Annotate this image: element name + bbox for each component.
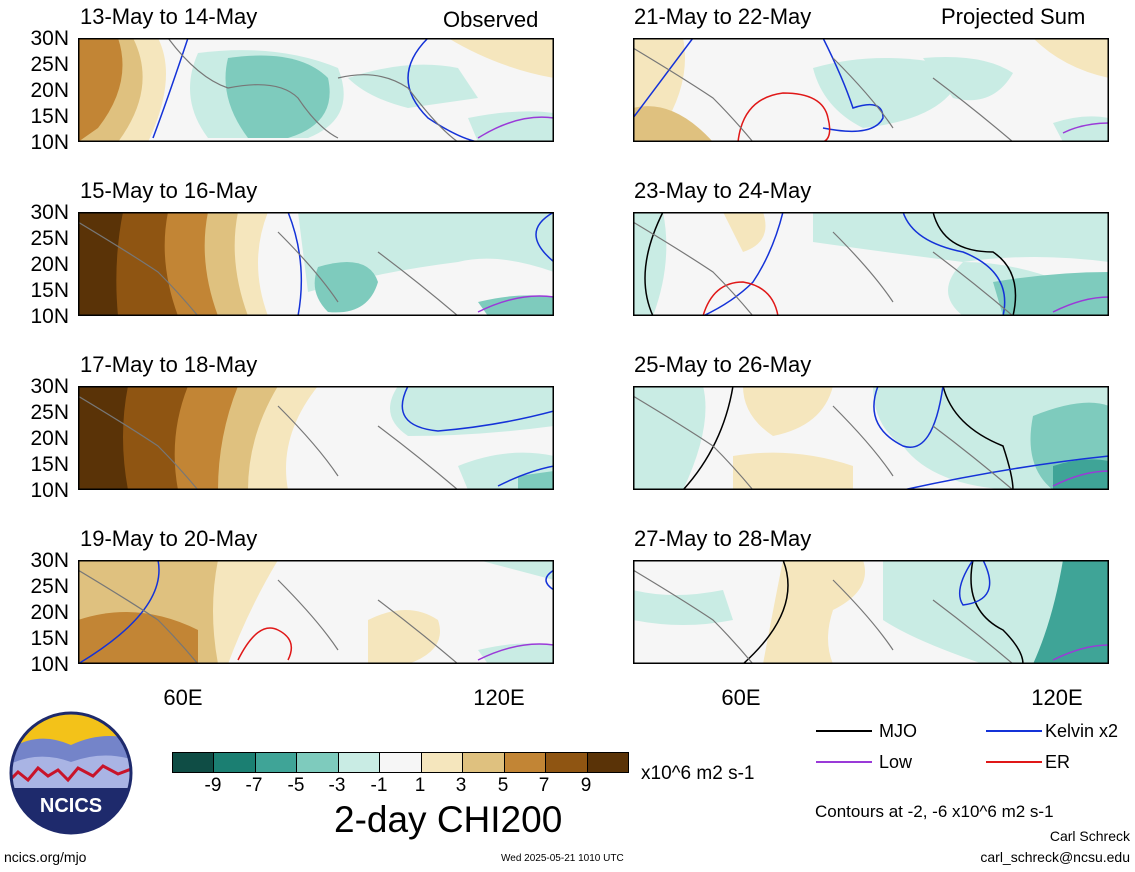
lat-label: 30N bbox=[30, 201, 69, 224]
panel-title-r3: 25-May to 26-May bbox=[634, 352, 812, 377]
lon-label: 120E bbox=[1031, 685, 1083, 710]
colorbar-title: 2-day CHI200 bbox=[334, 799, 563, 840]
colorbar-swatch bbox=[255, 753, 298, 772]
panel-title-l3: 17-May to 18-May bbox=[80, 352, 258, 377]
colorbar-tick: -5 bbox=[287, 775, 305, 796]
colorbar-swatch bbox=[214, 753, 256, 772]
map-panel-l2 bbox=[78, 212, 554, 316]
colorbar-swatch bbox=[173, 753, 215, 772]
colorbar-swatch bbox=[587, 753, 628, 772]
lat-label: 25N bbox=[30, 575, 69, 598]
author: Carl Schreck bbox=[1049, 828, 1130, 844]
lat-label: 15N bbox=[30, 279, 69, 302]
map-panel-l4 bbox=[78, 560, 554, 664]
panel-title-l4: 19-May to 20-May bbox=[80, 526, 258, 551]
colorbar bbox=[172, 752, 629, 773]
lat-label: 30N bbox=[30, 549, 69, 572]
colorbar-swatch bbox=[463, 753, 505, 772]
legend-label-kelvin: Kelvin x2 bbox=[1045, 721, 1119, 741]
legend-label-mjo: MJO bbox=[879, 721, 917, 741]
colorbar-tick: 9 bbox=[580, 775, 592, 796]
observed-label: Observed bbox=[443, 7, 539, 32]
panel-title-l2: 15-May to 16-May bbox=[80, 178, 258, 203]
colorbar-tick: 7 bbox=[538, 775, 550, 796]
map-panel-r1 bbox=[633, 38, 1109, 142]
legend-line-er bbox=[986, 761, 1042, 763]
projected-sum-label: Projected Sum bbox=[941, 4, 1086, 29]
lat-label: 25N bbox=[30, 227, 69, 250]
colorbar-swatch bbox=[546, 753, 588, 772]
panel-title-r4: 27-May to 28-May bbox=[634, 526, 812, 551]
lat-label: 10N bbox=[30, 305, 69, 328]
colorbar-tick: 5 bbox=[497, 775, 509, 796]
map-panel-r4 bbox=[633, 560, 1109, 664]
map-panel-l3 bbox=[78, 386, 554, 490]
colorbar-swatch bbox=[421, 753, 464, 772]
legend-line-mjo bbox=[816, 730, 872, 732]
colorbar-tick: -1 bbox=[370, 775, 388, 796]
legend-label-er: ER bbox=[1045, 752, 1071, 772]
colorbar-swatch bbox=[297, 753, 339, 772]
map-panel-r2 bbox=[633, 212, 1109, 316]
lat-label: 10N bbox=[30, 479, 69, 502]
legend-line-kelvin bbox=[986, 730, 1042, 732]
colorbar-swatch bbox=[380, 753, 422, 772]
panel-title-r1: 21-May to 22-May bbox=[634, 4, 812, 29]
lat-label: 25N bbox=[30, 401, 69, 424]
author-email: carl_schreck@ncsu.edu bbox=[980, 849, 1130, 865]
lon-label: 60E bbox=[163, 685, 203, 710]
lat-label: 20N bbox=[30, 253, 69, 276]
lat-label: 15N bbox=[30, 627, 69, 650]
lat-label: 20N bbox=[30, 79, 69, 102]
timestamp: Wed 2025-05-21 1010 UTC bbox=[501, 853, 624, 864]
lat-label: 10N bbox=[30, 131, 69, 154]
legend-line-low bbox=[816, 761, 872, 763]
lat-label: 10N bbox=[30, 653, 69, 676]
lon-label: 60E bbox=[721, 685, 761, 710]
colorbar-swatch bbox=[504, 753, 547, 772]
map-panel-l1 bbox=[78, 38, 554, 142]
map-panel-r3 bbox=[633, 386, 1109, 490]
lat-label: 15N bbox=[30, 453, 69, 476]
lat-label: 20N bbox=[30, 601, 69, 624]
colorbar-tick: -3 bbox=[328, 775, 346, 796]
lat-label: 30N bbox=[30, 375, 69, 398]
lat-label: 25N bbox=[30, 53, 69, 76]
lat-label: 30N bbox=[30, 27, 69, 50]
colorbar-swatch bbox=[338, 753, 381, 772]
colorbar-tick: 3 bbox=[455, 775, 467, 796]
colorbar-tick: 1 bbox=[414, 775, 426, 796]
ncics-logo: NCICS bbox=[9, 711, 133, 835]
panel-title-r2: 23-May to 24-May bbox=[634, 178, 812, 203]
lat-label: 15N bbox=[30, 105, 69, 128]
panel-title-l1: 13-May to 14-May bbox=[80, 4, 258, 29]
colorbar-tick: -9 bbox=[204, 775, 222, 796]
contours-note: Contours at -2, -6 x10^6 m2 s-1 bbox=[815, 802, 1054, 821]
logo-text: NCICS bbox=[40, 795, 102, 817]
colorbar-units: x10^6 m2 s-1 bbox=[641, 763, 755, 784]
colorbar-tick: -7 bbox=[245, 775, 263, 796]
lon-label: 120E bbox=[473, 685, 525, 710]
lat-label: 20N bbox=[30, 427, 69, 450]
legend-label-low: Low bbox=[879, 752, 913, 772]
site-url: ncics.org/mjo bbox=[4, 849, 87, 865]
